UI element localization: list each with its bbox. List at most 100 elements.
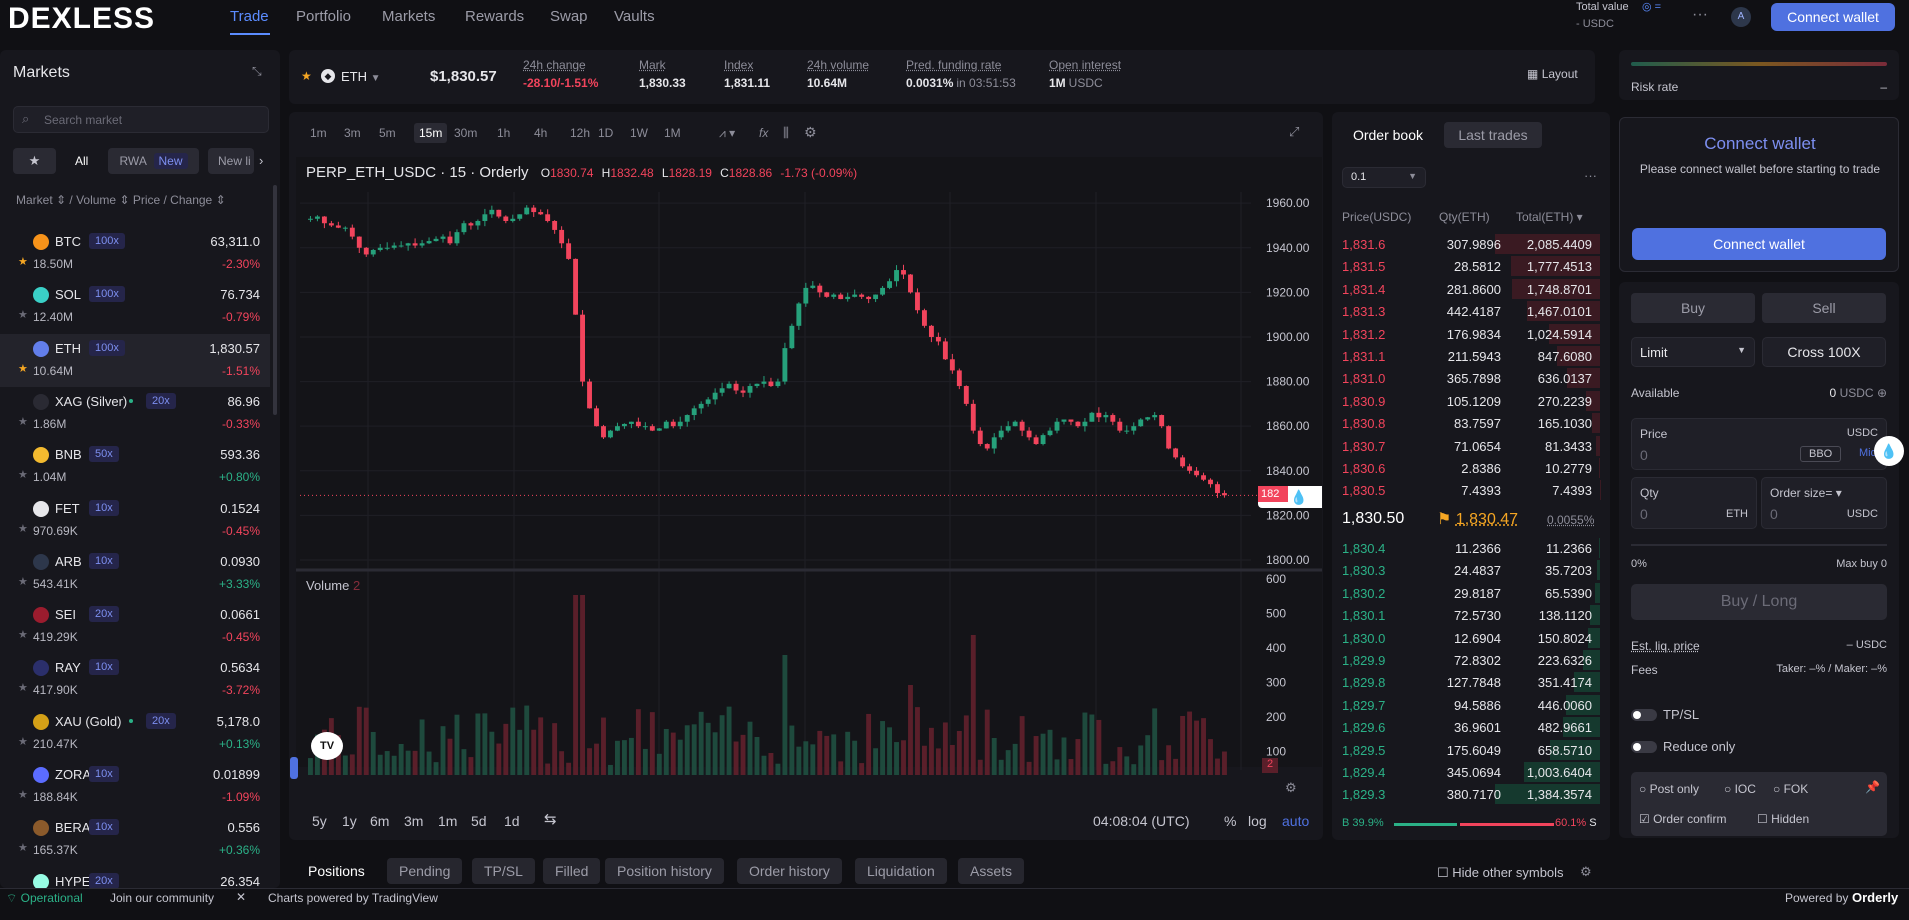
range-1d[interactable]: 1d	[504, 813, 520, 829]
layout-button[interactable]: ▦ Layout	[1527, 67, 1578, 81]
order-type-select[interactable]: Limit▼	[1631, 337, 1755, 367]
filter-rwa[interactable]: RWA New	[108, 148, 199, 174]
sell-tab[interactable]: Sell	[1762, 293, 1886, 323]
status-indicator[interactable]: ⌔ Operational	[6, 891, 83, 906]
star-icon[interactable]: ★	[18, 468, 28, 481]
nav-rewards[interactable]: Rewards	[465, 8, 524, 25]
timeframe-1D[interactable]: 1D	[598, 126, 613, 140]
tradingview-credit[interactable]: Charts powered by TradingView	[268, 891, 438, 905]
star-icon[interactable]: ★	[18, 575, 28, 588]
timeframe-3m[interactable]: 3m	[344, 126, 361, 140]
indicator-icon[interactable]: ⩘ ▾	[719, 126, 735, 141]
range-5y[interactable]: 5y	[312, 813, 327, 829]
collapse-icon[interactable]: ⤡	[252, 64, 262, 79]
settings-gear-icon[interactable]: ⚙	[804, 124, 817, 141]
search-market-input[interactable]: ⌕ Search market	[13, 106, 269, 133]
fok-radio[interactable]: ○ FOK	[1773, 782, 1808, 796]
timeframe-1m[interactable]: 1m	[310, 126, 327, 140]
arbitrum-network-icon[interactable]: A	[1731, 7, 1751, 27]
more-options-icon[interactable]: ···	[1584, 168, 1597, 183]
timeframe-30m[interactable]: 30m	[454, 126, 477, 140]
drop-icon[interactable]: 💧	[1290, 489, 1307, 506]
margin-mode-button[interactable]: Cross 100X	[1762, 337, 1886, 367]
star-icon[interactable]: ★	[18, 362, 28, 375]
nav-portfolio[interactable]: Portfolio	[296, 8, 351, 25]
reduce-only-toggle[interactable]	[1631, 741, 1657, 753]
timeframe-1W[interactable]: 1W	[630, 126, 648, 140]
ioc-radio[interactable]: ○ IOC	[1724, 782, 1756, 796]
tab-filled[interactable]: Filled	[543, 858, 600, 884]
timeframe-12h[interactable]: 12h	[570, 126, 590, 140]
scrollbar[interactable]	[273, 185, 277, 415]
tab-order-history[interactable]: Order history	[737, 858, 842, 884]
favorites-star-icon[interactable]: ★	[13, 148, 56, 174]
star-icon[interactable]: ★	[18, 522, 28, 535]
date-range-icon[interactable]: ⇆	[544, 810, 557, 828]
favorite-star-icon[interactable]: ★	[301, 69, 312, 83]
side-drop-icon[interactable]: 💧	[1874, 436, 1904, 466]
function-icon[interactable]: fx	[759, 126, 768, 140]
star-icon[interactable]: ★	[18, 681, 28, 694]
buy-long-button[interactable]: Buy / Long	[1631, 584, 1887, 620]
price-input[interactable]: Price USDC 0 BBO Mid	[1631, 418, 1887, 470]
nav-swap[interactable]: Swap	[550, 8, 588, 25]
connect-wallet-button[interactable]: Connect wallet	[1632, 228, 1886, 260]
star-icon[interactable]: ★	[18, 308, 28, 321]
utc-clock[interactable]: 04:08:04 (UTC)	[1093, 813, 1189, 829]
col-market[interactable]: Market ⇕ / Volume ⇕ Price / Change ⇕	[16, 193, 226, 207]
qty-input[interactable]: Qty 0 ETH	[1631, 477, 1757, 529]
tab-pending[interactable]: Pending	[387, 858, 462, 884]
tab-positions[interactable]: Positions	[296, 858, 377, 884]
star-icon[interactable]: ★	[18, 735, 28, 748]
more-icon[interactable]: ···	[1692, 6, 1708, 24]
tab-order-book[interactable]: Order book	[1333, 122, 1443, 148]
filter-all[interactable]: All	[75, 154, 88, 168]
sidebar-toggle-handle[interactable]	[290, 757, 298, 779]
fullscreen-icon[interactable]: ⤢	[1289, 124, 1299, 140]
tab-assets[interactable]: Assets	[958, 858, 1024, 884]
header-total[interactable]: Total(ETH) ▾	[1516, 210, 1583, 224]
pin-icon[interactable]: 📌	[1865, 780, 1880, 794]
hide-other-symbols[interactable]: ☐ Hide other symbols	[1437, 865, 1564, 881]
timeframe-15m[interactable]: 15m	[414, 123, 447, 143]
log-toggle[interactable]: log	[1248, 813, 1267, 829]
timeframe-5m[interactable]: 5m	[379, 126, 396, 140]
range-3m[interactable]: 3m	[404, 813, 423, 829]
star-icon[interactable]: ★	[18, 415, 28, 428]
tpsl-toggle[interactable]	[1631, 709, 1657, 721]
brand-logo[interactable]: DEXLESS	[8, 2, 155, 36]
post-only-radio[interactable]: ○ Post only	[1639, 782, 1699, 796]
tab-tp-sl[interactable]: TP/SL	[472, 858, 535, 884]
scale-settings-icon[interactable]: ⚙	[1285, 780, 1297, 796]
percent-toggle[interactable]: %	[1224, 813, 1236, 829]
qty-slider[interactable]	[1631, 544, 1887, 546]
tab-liquidation[interactable]: Liquidation	[855, 858, 947, 884]
nav-markets[interactable]: Markets	[382, 8, 435, 25]
star-icon[interactable]: ★	[18, 788, 28, 801]
hidden-checkbox[interactable]: ☐ Hidden	[1757, 812, 1809, 826]
nav-trade[interactable]: Trade	[230, 8, 269, 25]
